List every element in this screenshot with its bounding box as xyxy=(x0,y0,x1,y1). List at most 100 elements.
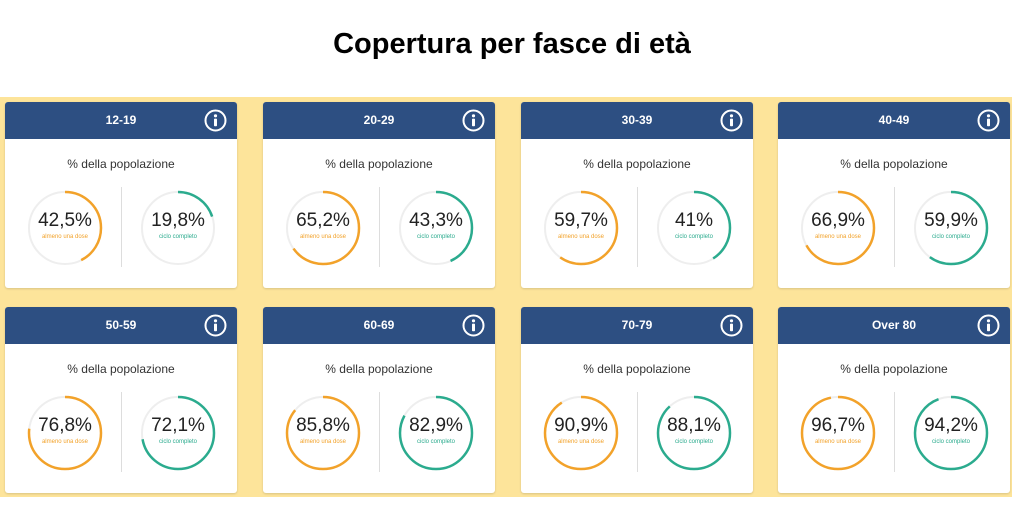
full-cycle-gauge: 72,1% ciclo completo xyxy=(138,393,218,473)
full-cycle-label: ciclo completo xyxy=(674,234,713,240)
age-range-label: Over 80 xyxy=(871,318,917,332)
full-cycle-arc xyxy=(140,395,216,471)
full-cycle-gauge-svg xyxy=(656,190,732,266)
first-dose-gauge-svg xyxy=(543,395,619,471)
first-dose-value: 66,9% xyxy=(811,210,865,231)
info-icon[interactable] xyxy=(204,314,227,337)
info-icon[interactable] xyxy=(462,109,485,132)
first-dose-value: 42,5% xyxy=(38,210,92,231)
age-card: 20-29 % della popolazione 65,2% almeno una … xyxy=(263,102,495,288)
age-range-label: 60-69 xyxy=(363,318,395,332)
full-cycle-value: 82,9% xyxy=(409,415,463,436)
age-card: 30-39 % della popolazione 59,7% almeno una … xyxy=(521,102,753,288)
full-cycle-value: 88,1% xyxy=(667,415,721,436)
full-cycle-gauge-svg xyxy=(398,190,474,266)
first-dose-gauge-svg xyxy=(285,395,361,471)
gauge-divider xyxy=(379,392,380,472)
full-cycle-gauge: 43,3% ciclo completo xyxy=(396,188,476,268)
population-subtitle: % della popolazione xyxy=(67,157,175,171)
first-dose-gauge-svg xyxy=(543,190,619,266)
first-dose-arc xyxy=(285,190,361,266)
info-icon[interactable] xyxy=(977,109,1000,132)
full-cycle-gauge-svg xyxy=(913,190,989,266)
population-subtitle: % della popolazione xyxy=(325,157,433,171)
gauge-divider xyxy=(121,392,122,472)
full-cycle-label: ciclo completo xyxy=(416,439,455,445)
full-cycle-label: ciclo completo xyxy=(674,439,713,445)
gauge-divider xyxy=(637,392,638,472)
first-dose-arc xyxy=(27,395,103,471)
population-subtitle: % della popolazione xyxy=(583,362,691,376)
info-icon[interactable] xyxy=(462,314,485,337)
card-header: 30-39 xyxy=(521,102,753,139)
population-subtitle: % della popolazione xyxy=(583,157,691,171)
gauge-divider xyxy=(894,392,895,472)
card-header: 60-69 xyxy=(263,307,495,344)
full-cycle-arc xyxy=(913,395,989,471)
first-dose-gauge-svg xyxy=(800,190,876,266)
population-subtitle: % della popolazione xyxy=(325,362,433,376)
gauge-divider xyxy=(637,187,638,267)
first-dose-label: almeno una dose xyxy=(557,234,605,240)
age-range-label: 70-79 xyxy=(621,318,653,332)
first-dose-arc xyxy=(543,190,619,266)
full-cycle-gauge: 59,9% ciclo completo xyxy=(911,188,991,268)
first-dose-label: almeno una dose xyxy=(299,234,347,240)
age-range-label: 40-49 xyxy=(878,113,910,127)
first-dose-arc xyxy=(27,190,103,266)
first-dose-arc xyxy=(285,395,361,471)
full-cycle-gauge-svg xyxy=(913,395,989,471)
full-cycle-gauge-svg xyxy=(656,395,732,471)
info-icon[interactable] xyxy=(977,314,1000,337)
card-header: 12-19 xyxy=(5,102,237,139)
info-icon[interactable] xyxy=(204,109,227,132)
age-card: 60-69 % della popolazione 85,8% almeno una … xyxy=(263,307,495,493)
full-cycle-value: 41% xyxy=(674,210,714,231)
gauge-divider xyxy=(121,187,122,267)
card-header: 50-59 xyxy=(5,307,237,344)
first-dose-value: 90,9% xyxy=(554,415,608,436)
first-dose-gauge-svg xyxy=(285,190,361,266)
full-cycle-label: ciclo completo xyxy=(416,234,455,240)
full-cycle-value: 19,8% xyxy=(151,210,205,231)
first-dose-gauge-svg xyxy=(27,190,103,266)
first-dose-gauge: 90,9% almeno una dose xyxy=(541,393,621,473)
full-cycle-gauge-svg xyxy=(140,190,216,266)
first-dose-label: almeno una dose xyxy=(299,439,347,445)
full-cycle-gauge-svg xyxy=(140,395,216,471)
age-card: Over 80 % della popolazione 96,7% almeno un… xyxy=(778,307,1010,493)
age-card: 70-79 % della popolazione 90,9% almeno una … xyxy=(521,307,753,493)
first-dose-gauge: 59,7% almeno una dose xyxy=(541,188,621,268)
card-header: Over 80 xyxy=(778,307,1010,344)
first-dose-value: 59,7% xyxy=(554,210,608,231)
info-icon[interactable] xyxy=(720,314,743,337)
first-dose-label: almeno una dose xyxy=(814,439,862,445)
dashboard-board: 12-19 % della popolazione 42,5% almeno una … xyxy=(0,97,1012,497)
full-cycle-label: ciclo completo xyxy=(931,234,970,240)
full-cycle-arc xyxy=(913,190,989,266)
first-dose-label: almeno una dose xyxy=(557,439,605,445)
population-subtitle: % della popolazione xyxy=(67,362,175,376)
first-dose-value: 96,7% xyxy=(811,415,865,436)
first-dose-arc xyxy=(800,395,876,471)
full-cycle-value: 72,1% xyxy=(151,415,205,436)
full-cycle-arc xyxy=(398,395,474,471)
full-cycle-arc xyxy=(656,190,732,266)
gauge-divider xyxy=(379,187,380,267)
card-header: 70-79 xyxy=(521,307,753,344)
age-card: 40-49 % della popolazione 66,9% almeno una … xyxy=(778,102,1010,288)
info-icon[interactable] xyxy=(720,109,743,132)
full-cycle-label: ciclo completo xyxy=(158,234,197,240)
full-cycle-gauge: 82,9% ciclo completo xyxy=(396,393,476,473)
full-cycle-arc xyxy=(656,395,732,471)
gauge-divider xyxy=(894,187,895,267)
full-cycle-value: 59,9% xyxy=(924,210,978,231)
first-dose-label: almeno una dose xyxy=(41,234,89,240)
first-dose-value: 76,8% xyxy=(38,415,92,436)
age-range-label: 30-39 xyxy=(621,113,653,127)
first-dose-gauge: 85,8% almeno una dose xyxy=(283,393,363,473)
first-dose-gauge: 66,9% almeno una dose xyxy=(798,188,878,268)
first-dose-arc xyxy=(543,395,619,471)
first-dose-gauge: 42,5% almeno una dose xyxy=(25,188,105,268)
card-header: 40-49 xyxy=(778,102,1010,139)
